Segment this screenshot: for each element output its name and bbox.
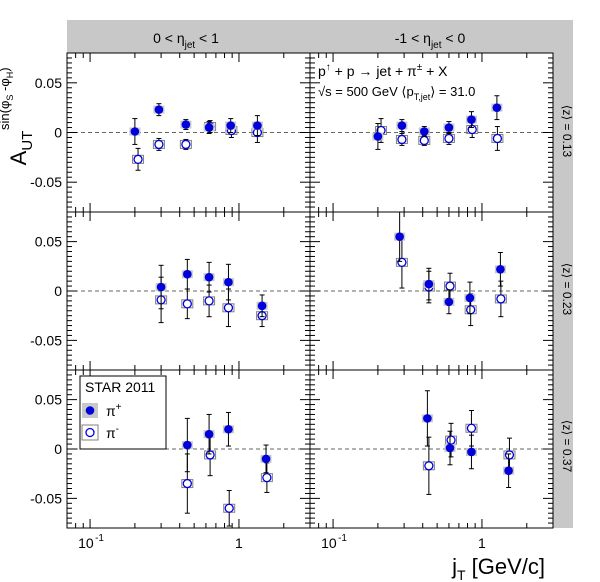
pi-plus-point: [253, 121, 262, 130]
pi-plus-point: [467, 115, 476, 124]
pi-plus-point: [444, 123, 454, 132]
pi-plus-point: [504, 466, 513, 476]
pi-plus-point: [444, 297, 454, 307]
legend-pi-plus-marker: [85, 406, 95, 415]
panel-1-0: [155, 258, 269, 328]
pi-plus-point: [257, 301, 267, 311]
pi-minus-point: [466, 423, 477, 433]
pi-plus-point: [204, 272, 214, 282]
pi-plus-point: [183, 440, 192, 450]
x-axis-title: jT [GeV/c]: [451, 554, 545, 582]
legend-pi-minus-label: π-: [106, 424, 119, 441]
x-tick-label: 10: [321, 535, 337, 551]
panel-0-0: [129, 103, 264, 171]
y-tick-label: 0: [54, 283, 62, 299]
pi-plus-point: [496, 264, 505, 274]
pi-minus-point: [262, 472, 272, 483]
pi-minus-point: [397, 134, 407, 145]
pi-minus-point: [397, 257, 407, 268]
panel-1-1: [394, 211, 507, 327]
annotation-process: p↑ + p → jet + π± + X: [318, 62, 448, 79]
svg-text:sin(φS -φH): sin(φS -φH): [0, 67, 15, 130]
pi-minus-point: [444, 133, 454, 144]
pi-plus-point: [420, 127, 429, 136]
pi-plus-point: [261, 454, 271, 464]
panel-0-1: [372, 95, 504, 151]
panel-grid: [67, 95, 553, 527]
pi-plus-point: [183, 269, 192, 279]
col-header-left: 0 < ηjet < 1: [153, 30, 219, 51]
y-axis-title: AUT sin(φS -φH): [0, 67, 36, 165]
pi-minus-point: [504, 450, 515, 460]
legend-pi-plus-label: π+: [106, 402, 122, 419]
svg-text:AUT: AUT: [6, 131, 36, 166]
y-tick-label: 0: [54, 125, 62, 141]
x-tick-label-exp: -1: [95, 533, 104, 544]
pi-minus-point: [182, 478, 192, 489]
x-tick-label: 10: [78, 535, 94, 551]
pi-minus-point: [204, 296, 214, 306]
pi-plus-point: [156, 282, 166, 292]
legend-pi-minus-marker: [85, 427, 95, 438]
right-header-band: [553, 20, 573, 528]
x-tick-label-exp: -1: [338, 533, 347, 544]
row-header-2: ⟨z⟩ = 0.23: [560, 263, 574, 316]
pi-minus-point: [133, 154, 143, 164]
pi-minus-point: [181, 139, 191, 150]
y-tick-label: -0.05: [30, 490, 62, 506]
pi-plus-point: [373, 132, 383, 141]
pi-plus-point: [224, 424, 233, 434]
pi-minus-point: [467, 124, 477, 135]
pi-minus-point: [466, 305, 476, 315]
pi-plus-point: [445, 443, 455, 453]
row-header-3: ⟨z⟩ = 0.37: [560, 420, 574, 473]
y-tick-label: 0.05: [35, 75, 62, 91]
y-tick-label: 0.05: [35, 392, 62, 408]
pi-minus-point: [223, 303, 234, 313]
x-tick-label: 1: [235, 535, 243, 551]
pi-plus-point: [395, 232, 404, 241]
pi-minus-point: [496, 294, 506, 304]
legend: STAR 2011 π+ π-: [79, 375, 167, 450]
col-header-right: -1 < ηjet < 0: [395, 30, 466, 51]
y-tick-label: -0.05: [30, 174, 62, 190]
pi-plus-point: [423, 414, 432, 423]
panel-2-1: [421, 390, 516, 495]
pi-minus-point: [492, 133, 503, 144]
y-tick-label: 0.05: [35, 234, 62, 250]
pi-minus-point: [445, 281, 455, 291]
pi-minus-point: [424, 461, 434, 471]
pi-plus-point: [467, 447, 476, 457]
pi-plus-point: [154, 105, 164, 114]
pi-minus-point: [182, 299, 192, 309]
pi-plus-point: [424, 279, 434, 289]
pi-plus-point: [224, 277, 233, 287]
pi-plus-point: [397, 121, 407, 130]
x-tick-label: 1: [478, 535, 486, 551]
legend-title: STAR 2011: [85, 379, 156, 395]
pi-plus-point: [130, 127, 140, 136]
pi-plus-point: [226, 121, 235, 130]
pi-minus-point: [419, 135, 429, 146]
pi-minus-point: [205, 450, 215, 460]
pi-plus-point: [204, 429, 214, 439]
row-header-1: ⟨z⟩ = 0.13: [560, 105, 574, 158]
pi-minus-point: [224, 503, 234, 513]
panel-2-0: [181, 411, 273, 527]
pi-plus-point: [492, 103, 502, 112]
pi-minus-point: [446, 435, 456, 445]
pi-plus-point: [181, 120, 191, 129]
top-header-band: [67, 20, 573, 53]
pi-plus-point: [204, 123, 214, 132]
y-tick-label: -0.05: [30, 332, 62, 348]
annotation-energy: √s = 500 GeV ⟨pT,jet⟩ = 31.0: [318, 84, 475, 102]
pi-minus-point: [154, 139, 164, 150]
y-tick-label: 0: [54, 441, 62, 457]
pi-plus-point: [465, 293, 475, 303]
